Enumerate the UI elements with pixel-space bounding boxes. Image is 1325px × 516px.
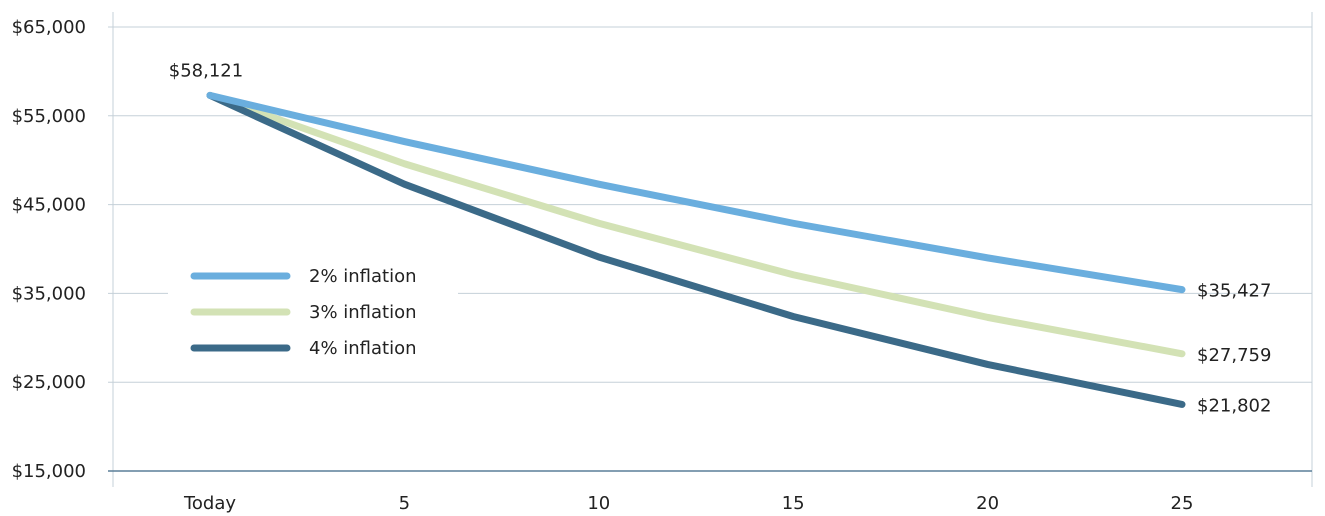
- x-tick-label: 20: [976, 493, 999, 514]
- y-axis: $15,000 $25,000 $35,000 $45,000 $55,000 $65,0…: [12, 17, 86, 482]
- x-tick-label: 5: [399, 493, 410, 514]
- data-label: $27,759: [1197, 345, 1271, 366]
- series-lines: [206, 91, 1186, 408]
- x-tick-label: 25: [1171, 493, 1194, 514]
- data-label: $35,427: [1197, 281, 1271, 302]
- y-tick-label: $15,000: [12, 461, 86, 482]
- legend-label: 2% inflation: [309, 266, 417, 287]
- series-line-3-inflation: [206, 91, 1186, 358]
- x-tick-label: Today: [183, 493, 236, 514]
- y-tick-label: $65,000: [12, 17, 86, 38]
- data-labels: $58,121 $35,427 $27,759 $21,802: [169, 60, 1272, 416]
- data-label: $21,802: [1197, 395, 1271, 416]
- legend: 2% inflation 3% inflation 4% inflation: [168, 256, 458, 368]
- legend-label: 4% inflation: [309, 338, 417, 359]
- x-tick-label: 10: [587, 493, 610, 514]
- data-label: $58,121: [169, 60, 243, 81]
- y-tick-label: $45,000: [12, 195, 86, 216]
- x-tick-label: 15: [782, 493, 805, 514]
- y-tick-label: $25,000: [12, 372, 86, 393]
- series-line-4-inflation: [206, 91, 1186, 408]
- y-tick-label: $55,000: [12, 106, 86, 127]
- series-line-2-inflation: [206, 91, 1186, 294]
- y-tick-label: $35,000: [12, 283, 86, 304]
- x-axis: Today 5 10 15 20 25: [183, 493, 1193, 514]
- legend-label: 3% inflation: [309, 302, 417, 323]
